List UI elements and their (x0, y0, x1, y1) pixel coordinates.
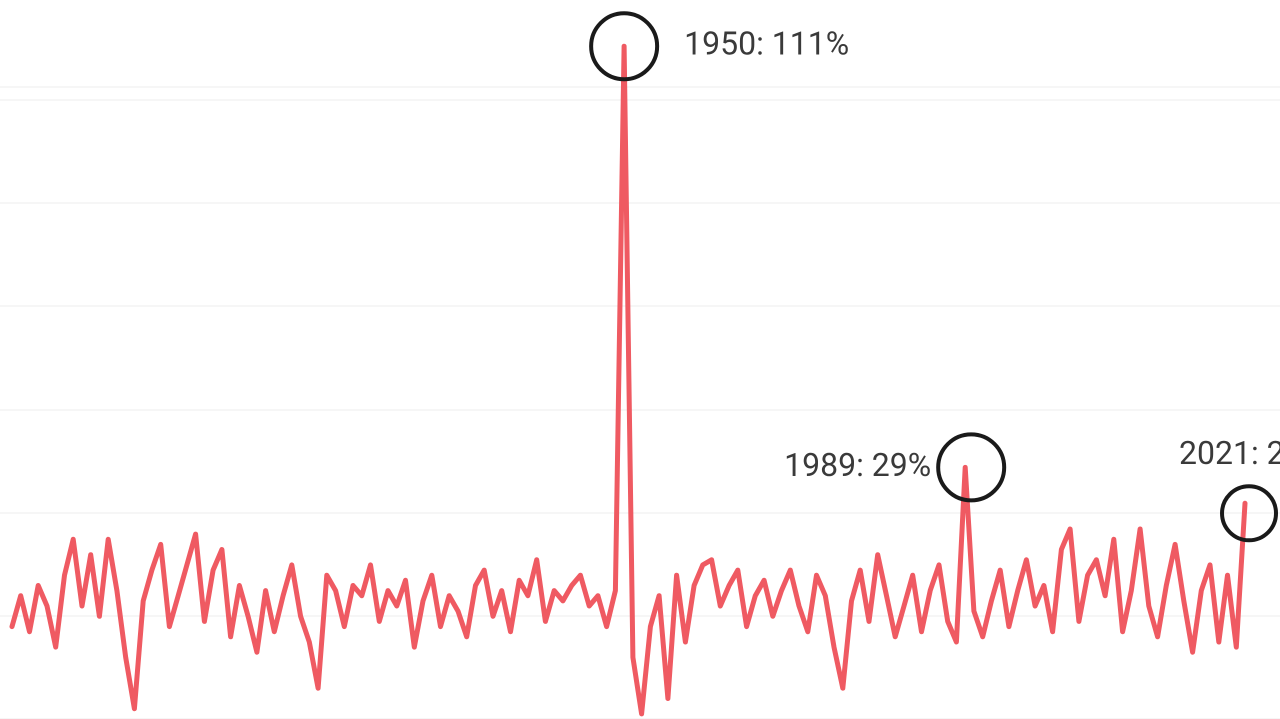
chart-svg: 1950: 111% 1989: 29% 2021: 22% (0, 0, 1280, 719)
callout-1950-label: 1950: 111% (684, 25, 849, 63)
callouts-group: 1950: 111% 1989: 29% 2021: 22% (591, 13, 1280, 540)
line-chart: 1950: 111% 1989: 29% 2021: 22% (0, 0, 1280, 719)
callout-1950: 1950: 111% (591, 13, 849, 79)
callout-2021: 2021: 22% (1179, 434, 1280, 541)
gridlines (0, 87, 1280, 719)
callout-1989-circle (938, 434, 1004, 500)
callout-2021-label: 2021: 22% (1179, 434, 1280, 472)
callout-1989: 1989: 29% (784, 434, 1004, 500)
data-series-line (12, 46, 1245, 714)
callout-1989-label: 1989: 29% (784, 446, 931, 484)
